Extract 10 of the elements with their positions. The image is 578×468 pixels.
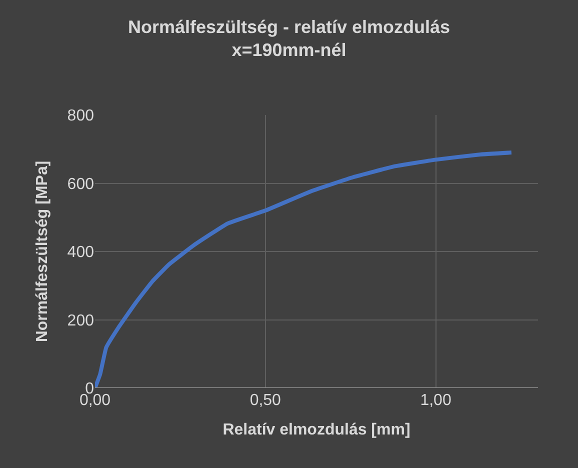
x-tick-label: 0,50 (250, 392, 282, 409)
y-tick-label: 600 (67, 176, 94, 193)
chart-title: Normálfeszültség - relatív elmozdulás x=190mm-nél (128, 16, 450, 60)
x-tick-label: 1,00 (420, 392, 452, 409)
y-tick-label: 400 (67, 244, 94, 262)
y-tick-label: 800 (67, 108, 94, 125)
y-axis-title: Normálfeszültség [MPa] (34, 160, 52, 342)
y-tick-label: 200 (67, 312, 94, 330)
line-series (95, 150, 514, 388)
x-axis-title: Relatív elmozdulás [mm] (222, 422, 410, 439)
